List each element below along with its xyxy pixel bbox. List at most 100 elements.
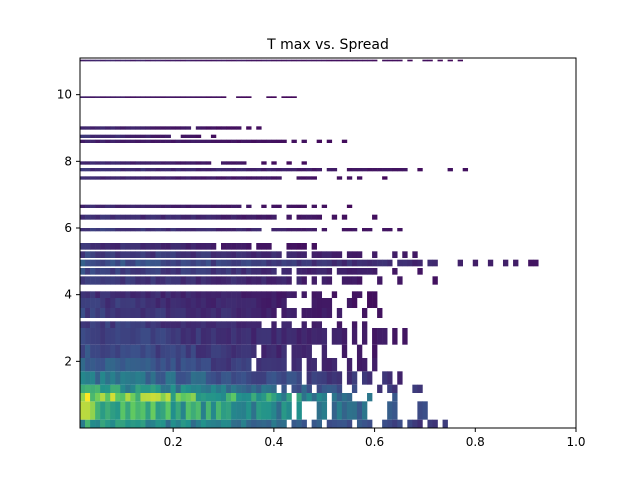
- heatmap-cell: [226, 204, 232, 208]
- y-tick-label: 2: [64, 354, 72, 368]
- heatmap-cell: [281, 59, 287, 62]
- heatmap-cell: [326, 384, 333, 393]
- heatmap-cell: [286, 228, 292, 232]
- heatmap-cell: [195, 321, 202, 328]
- heatmap-cell: [165, 168, 171, 172]
- heatmap-cell: [326, 268, 333, 275]
- heatmap-cell: [296, 214, 302, 220]
- heatmap-cell: [372, 214, 378, 220]
- heatmap-cell: [407, 259, 413, 267]
- heatmap-cell: [301, 228, 307, 232]
- heatmap-cell: [195, 384, 202, 393]
- heatmap-cell: [215, 176, 222, 180]
- heatmap-cell: [185, 228, 192, 232]
- heatmap-cell: [200, 228, 207, 232]
- heatmap-cell: [261, 308, 267, 318]
- heatmap-cell: [165, 328, 171, 345]
- heatmap-cell: [155, 161, 161, 165]
- heatmap-cell: [241, 59, 247, 62]
- heatmap-cell: [306, 59, 312, 62]
- heatmap-cell: [402, 168, 408, 172]
- heatmap-cell: [316, 308, 323, 318]
- heatmap-cell: [110, 298, 116, 308]
- heatmap-cell: [513, 259, 519, 267]
- heatmap-cell: [95, 228, 101, 232]
- heatmap-cell: [210, 126, 217, 130]
- heatmap-cell: [251, 276, 257, 285]
- heatmap-cell: [140, 176, 146, 180]
- heatmap-cell: [296, 384, 302, 393]
- heatmap-cell: [130, 358, 136, 372]
- heatmap-cell: [105, 419, 111, 428]
- heatmap-cell: [165, 161, 171, 165]
- heatmap-cell: [155, 419, 161, 428]
- heatmap-cell: [125, 204, 131, 208]
- heatmap-cell: [80, 96, 86, 98]
- heatmap-cell: [130, 291, 136, 298]
- heatmap-cell: [165, 298, 171, 308]
- heatmap-cell: [241, 371, 247, 385]
- heatmap-cell: [185, 259, 192, 267]
- heatmap-cell: [231, 328, 237, 345]
- heatmap-cell: [180, 344, 187, 358]
- heatmap-cell: [392, 328, 398, 345]
- heatmap-cell: [125, 298, 131, 308]
- heatmap-cell: [200, 59, 207, 62]
- heatmap-cell: [145, 161, 151, 165]
- heatmap-cell: [180, 393, 187, 402]
- heatmap-cell: [205, 204, 212, 208]
- heatmap-cell: [291, 168, 297, 172]
- heatmap-cell: [120, 344, 126, 358]
- heatmap-cell: [276, 259, 282, 267]
- heatmap-cell: [150, 371, 156, 385]
- heatmap-cell: [145, 176, 151, 180]
- heatmap-cell: [241, 328, 247, 345]
- heatmap-cell: [236, 344, 242, 358]
- heatmap-cell: [246, 308, 252, 318]
- heatmap-cell: [170, 126, 176, 130]
- heatmap-cell: [241, 259, 247, 267]
- heatmap-cell: [367, 228, 373, 232]
- heatmap-cell: [220, 401, 227, 420]
- heatmap-cell: [90, 134, 96, 138]
- heatmap-cell: [296, 204, 302, 208]
- heatmap-cell: [100, 259, 106, 267]
- heatmap-cell: [351, 168, 358, 172]
- heatmap-cell: [110, 96, 116, 98]
- heatmap-cell: [110, 214, 116, 220]
- heatmap-cell: [95, 251, 101, 258]
- heatmap-cell: [271, 276, 277, 285]
- heatmap-cell: [175, 393, 182, 402]
- heatmap-cell: [80, 214, 86, 220]
- heatmap-cell: [316, 328, 323, 345]
- heatmap-cell: [185, 291, 192, 298]
- heatmap-cell: [160, 344, 166, 358]
- heatmap-cell: [185, 134, 192, 138]
- heatmap-cell: [120, 321, 126, 328]
- heatmap-cell: [165, 401, 171, 420]
- heatmap-cell: [266, 298, 272, 308]
- heatmap-cell: [296, 228, 302, 232]
- heatmap-cell: [372, 268, 378, 275]
- heatmap-cell: [226, 291, 232, 298]
- heatmap-cell: [80, 126, 86, 130]
- heatmap-cell: [105, 259, 111, 267]
- heatmap-cell: [271, 259, 277, 267]
- heatmap-cell: [311, 259, 317, 267]
- heatmap-cell: [185, 204, 192, 208]
- heatmap-cell: [286, 214, 292, 220]
- heatmap-cell: [271, 328, 277, 345]
- heatmap-cell: [180, 139, 187, 143]
- heatmap-cell: [210, 393, 217, 402]
- heatmap-cell: [281, 321, 287, 328]
- heatmap-cell: [165, 393, 171, 402]
- heatmap-cell: [367, 268, 373, 275]
- heatmap-cell: [85, 204, 91, 208]
- heatmap-cell: [251, 401, 257, 420]
- heatmap-cell: [236, 176, 242, 180]
- heatmap-cell: [251, 419, 257, 428]
- heatmap-cell: [266, 139, 272, 143]
- heatmap-cell: [95, 214, 101, 220]
- heatmap-cell: [331, 168, 338, 172]
- heatmap-cell: [160, 291, 166, 298]
